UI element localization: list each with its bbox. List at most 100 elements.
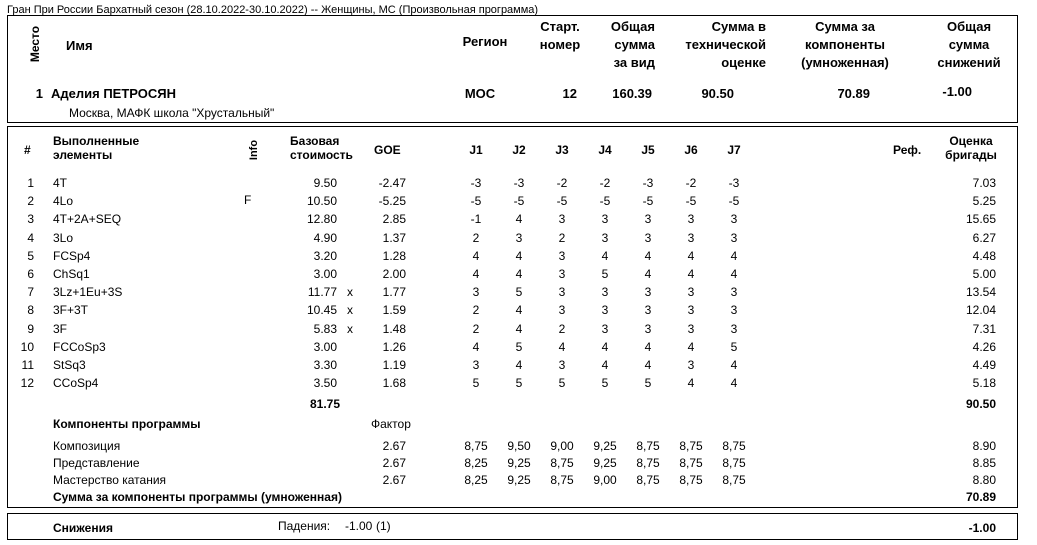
element-judge-score: 3 <box>687 358 695 372</box>
element-judge-score: 2 <box>472 230 480 245</box>
component-judge-score: 8,75 <box>636 473 660 487</box>
falls-count: (1) <box>376 519 391 533</box>
element-judge-score: 3 <box>601 285 609 300</box>
element-judge-score: 3 <box>558 303 566 318</box>
factor-header: Фактор <box>371 417 411 431</box>
skater-comp: 70.89 <box>837 86 870 101</box>
element-goe: -2.47 <box>378 176 406 190</box>
element-judge-score: 3 <box>558 248 566 263</box>
component-judge-score: 8,75 <box>679 439 703 453</box>
element-judge-score: 4 <box>601 358 609 372</box>
element-judge-score: 3 <box>601 212 609 227</box>
component-judge-score: 9,00 <box>550 439 574 453</box>
deductions-header: Общая сумма снижений <box>937 19 1001 70</box>
component-judge-score: 8,75 <box>722 473 746 487</box>
element-number: 5 <box>27 248 34 263</box>
region-header: Регион <box>462 34 508 49</box>
component-judge-score: 9,25 <box>593 456 617 470</box>
skater-total: 160.39 <box>612 86 652 101</box>
component-judge-score: 8,75 <box>679 473 703 487</box>
element-judge-score: -2 <box>685 176 697 190</box>
judge-header: J3 <box>555 143 569 157</box>
element-judge-score: 3 <box>730 285 738 300</box>
element-judge-score: 3 <box>687 285 695 300</box>
panel-score-header: Оценка бригады <box>945 134 997 162</box>
element-code: 3F+3T <box>53 303 89 318</box>
component-factor: 2.67 <box>382 473 406 487</box>
element-judge-score: -5 <box>470 194 482 209</box>
element-judge-score: 4 <box>687 339 695 354</box>
element-judge-score: 2 <box>558 230 566 245</box>
element-goe: 1.37 <box>382 230 406 245</box>
element-judge-score: 4 <box>472 248 480 263</box>
element-judge-score: 5 <box>472 376 480 391</box>
element-judge-score: 4 <box>515 321 523 336</box>
element-base-value: 3.00 <box>313 339 337 354</box>
element-judge-score: 3 <box>687 303 695 318</box>
component-judge-score: 9,25 <box>593 439 617 453</box>
element-number: 1 <box>27 176 34 190</box>
scores-table-box <box>7 126 1018 508</box>
element-panel-score: 4.49 <box>972 358 996 372</box>
components-title: Компоненты программы <box>53 417 201 431</box>
element-number: 3 <box>27 212 34 227</box>
element-judge-score: 3 <box>644 212 652 227</box>
element-number: 6 <box>27 267 34 281</box>
judge-header: J1 <box>469 143 483 157</box>
element-judge-score: 4 <box>472 339 480 354</box>
element-judge-score: -5 <box>685 194 697 209</box>
component-judge-score: 8,25 <box>464 456 488 470</box>
component-name: Композиция <box>53 439 121 453</box>
element-judge-score: 2 <box>472 303 480 318</box>
component-score: 8.90 <box>972 439 996 453</box>
element-judge-score: 3 <box>601 303 609 318</box>
element-judge-score: 3 <box>644 285 652 300</box>
element-code: 4T+2A+SEQ <box>53 212 122 227</box>
element-judge-score: 3 <box>730 303 738 318</box>
element-judge-score: 2 <box>472 321 480 336</box>
element-judge-score: 4 <box>644 358 652 372</box>
element-judge-score: -5 <box>728 194 740 209</box>
element-code: CCoSp4 <box>53 376 99 391</box>
event-title: Гран При России Бархатный сезон (28.10.2… <box>7 4 539 16</box>
element-judge-score: 5 <box>558 376 566 391</box>
element-judge-score: -3 <box>470 176 482 190</box>
judge-header: J4 <box>598 143 612 157</box>
comp-header: Сумма за компоненты (умноженная) <box>801 19 889 70</box>
element-judge-score: 4 <box>730 267 738 281</box>
element-judge-score: 3 <box>644 321 652 336</box>
element-judge-score: 4 <box>515 212 523 227</box>
deductions-total: -1.00 <box>968 521 996 535</box>
element-judge-score: -5 <box>599 194 611 209</box>
element-judge-score: 3 <box>601 321 609 336</box>
element-base-value: 10.45 <box>306 303 337 318</box>
element-number: 4 <box>27 230 34 245</box>
component-judge-score: 8,75 <box>550 473 574 487</box>
element-panel-score: 7.31 <box>972 321 996 336</box>
element-judge-score: 4 <box>515 248 523 263</box>
element-judge-score: 5 <box>515 285 523 300</box>
component-judge-score: 8,75 <box>679 456 703 470</box>
element-judge-score: -3 <box>642 176 654 190</box>
element-goe: 1.26 <box>382 339 406 354</box>
element-code: StSq3 <box>53 358 86 372</box>
element-base-value: 4.90 <box>313 230 337 245</box>
element-base-value: 5.83 <box>313 321 337 336</box>
component-judge-score: 9,50 <box>507 439 531 453</box>
element-judge-score: 4 <box>730 376 738 391</box>
skater-deductions: -1.00 <box>942 84 972 99</box>
element-bonus-mark: x <box>347 303 353 318</box>
element-bonus-mark: x <box>347 321 353 336</box>
element-panel-score: 7.03 <box>972 176 996 190</box>
element-judge-score: -2 <box>599 176 611 190</box>
judge-header: J2 <box>512 143 526 157</box>
element-base-value: 11.77 <box>307 285 337 300</box>
element-judge-score: 4 <box>644 248 652 263</box>
component-judge-score: 8,75 <box>636 439 660 453</box>
element-code: 3Lz+1Eu+3S <box>53 285 123 300</box>
element-judge-score: 3 <box>601 230 609 245</box>
element-judge-score: 4 <box>687 248 695 263</box>
element-goe: 1.19 <box>382 358 406 372</box>
element-judge-score: 4 <box>644 339 652 354</box>
element-judge-score: 3 <box>687 212 695 227</box>
